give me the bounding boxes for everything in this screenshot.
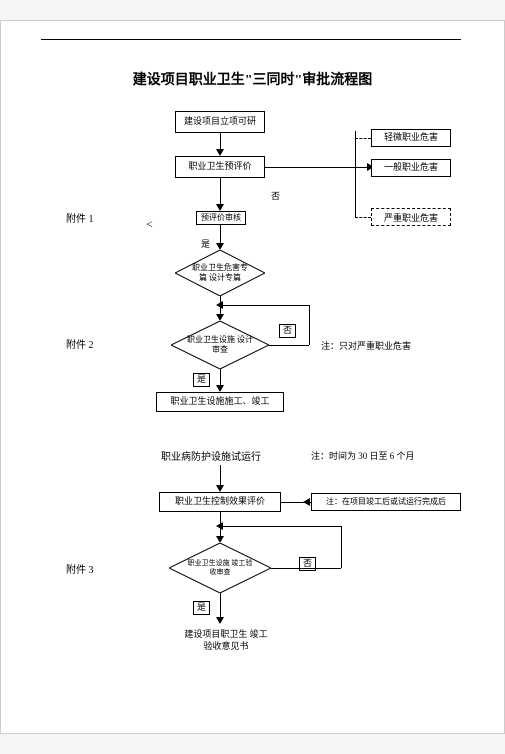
- attachment-2: 附件 2: [66, 339, 94, 352]
- note-1: 注：只对严重职业危害: [321, 341, 411, 353]
- node-r3: 严重职业危害: [371, 208, 451, 226]
- edge: [309, 305, 310, 345]
- arrow-down-icon: [216, 536, 224, 543]
- edge: [220, 178, 221, 206]
- arrow-down-icon: [216, 485, 224, 492]
- edge: [220, 526, 342, 527]
- edge-label-yes: 是: [193, 601, 210, 615]
- arrow-down-icon: [216, 314, 224, 321]
- edge-label-no: 否: [271, 191, 280, 203]
- edge-dashed: [355, 138, 371, 139]
- edge-dashed: [355, 217, 371, 218]
- flowchart-page: 建设项目职业卫生"三同时"审批流程图 建设项目立项可研 职业卫生预评价 轻微职业…: [0, 20, 505, 734]
- edge: [265, 167, 355, 168]
- arrow-down-icon: [216, 243, 224, 250]
- node-n8: 职业卫生控制效果评价: [159, 492, 281, 512]
- note-3: 注：在项目竣工后或试运行完成后: [311, 493, 461, 511]
- misc-glyph: <: [146, 217, 153, 233]
- edge-label-yes: 是: [193, 373, 210, 387]
- node-n2: 职业卫生预评价: [175, 156, 265, 178]
- node-n4: 职业卫生危害专篇 设计专篇: [175, 250, 265, 296]
- edge: [341, 526, 342, 568]
- node-n9-label: 职业卫生设施 竣工验收审查: [184, 559, 255, 577]
- node-r1: 轻微职业危害: [371, 129, 451, 147]
- node-n5-label: 职业卫生设施 设计审查: [186, 335, 255, 356]
- node-n5: 职业卫生设施 设计审查: [171, 321, 269, 369]
- page-title: 建设项目职业卫生"三同时"审批流程图: [1, 69, 504, 89]
- node-n10: 建设项目职卫生 竣工验收意见书: [181, 629, 271, 652]
- top-rule: [41, 39, 461, 40]
- arrow-left-icon: [303, 498, 310, 506]
- node-n4-label: 职业卫生危害专篇 设计专篇: [189, 263, 252, 284]
- note-2: 注：时间为 30 日至 6 个月: [311, 451, 415, 463]
- node-n6: 职业卫生设施施工、竣工: [156, 392, 284, 412]
- node-r2: 一般职业危害: [371, 159, 451, 177]
- arrow-left-icon: [216, 522, 223, 530]
- node-n3: 预评价审核: [196, 211, 246, 225]
- node-n7: 职业病防护设施试运行: [161, 451, 261, 464]
- edge-label-no: 否: [279, 324, 296, 338]
- arrow-down-icon: [216, 204, 224, 211]
- attachment-1: 附件 1: [66, 213, 94, 226]
- node-n9: 职业卫生设施 竣工验收审查: [169, 543, 271, 593]
- edge-label-no: 否: [299, 557, 316, 571]
- arrow-down-icon: [216, 385, 224, 392]
- edge: [220, 225, 221, 245]
- attachment-3: 附件 3: [66, 564, 94, 577]
- edge: [355, 131, 356, 217]
- edge: [269, 345, 309, 346]
- arrow-down-icon: [216, 617, 224, 624]
- edge-label-yes: 是: [201, 239, 210, 251]
- arrow-left-icon: [216, 301, 223, 309]
- arrow-down-icon: [216, 149, 224, 156]
- node-n1: 建设项目立项可研: [175, 111, 265, 133]
- edge: [220, 305, 310, 306]
